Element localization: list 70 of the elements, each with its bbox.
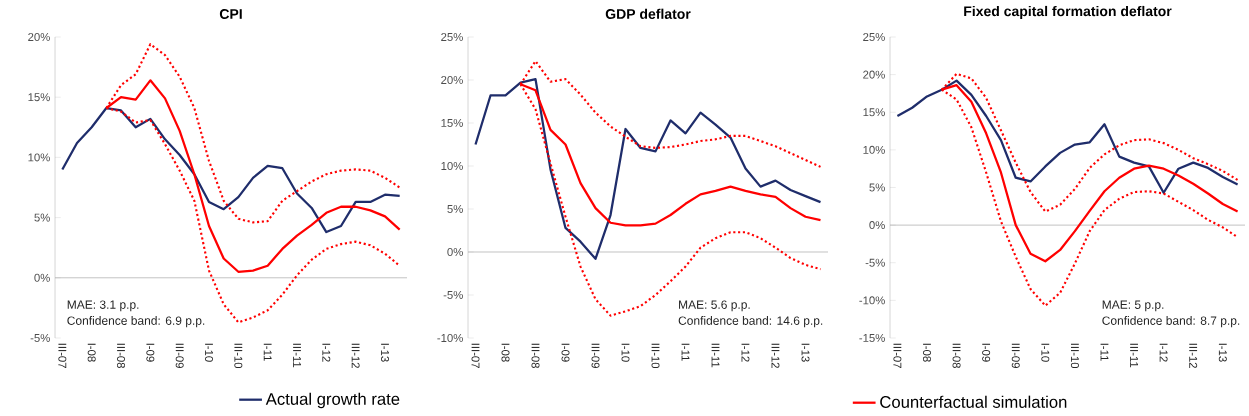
annotation: MAE: 5 p.p. xyxy=(1102,300,1164,312)
y-tick-label: -5% xyxy=(30,334,50,342)
x-tick-label: III-12 xyxy=(351,343,360,368)
chart-title: CPI xyxy=(219,9,242,19)
y-tick-label: 15% xyxy=(441,119,463,127)
x-tick-label: III-10 xyxy=(651,343,660,369)
x-tick-label: I-12 xyxy=(741,343,750,362)
y-tick-label: -15% xyxy=(859,334,885,342)
annotation: MAE: 3.1 p.p. xyxy=(67,300,139,312)
x-tick-label: III-09 xyxy=(591,343,600,368)
x-tick-label: I-11 xyxy=(1100,343,1109,361)
x-tick-label: III-09 xyxy=(175,343,184,368)
x-tick-label: III-07 xyxy=(471,343,480,368)
x-tick-label: I-12 xyxy=(322,343,331,362)
y-tick-label: 10% xyxy=(28,153,50,162)
y-tick-label: 20% xyxy=(863,70,885,79)
x-tick-label: I-09 xyxy=(982,343,991,362)
x-tick-label: I-09 xyxy=(146,343,155,362)
y-tick-label: -5% xyxy=(443,291,463,299)
x-tick-label: III-11 xyxy=(1130,343,1138,368)
y-tick-label: 15% xyxy=(28,93,50,102)
y-tick-label: 0% xyxy=(447,247,463,256)
annotation: Confidence band: 8.7 p.p. xyxy=(1102,316,1240,328)
y-tick-label: 25% xyxy=(441,32,463,41)
x-tick-label: III-09 xyxy=(1011,343,1020,368)
x-tick-label: I-11 xyxy=(263,343,272,361)
x-tick-label: I-13 xyxy=(801,343,810,362)
annotation: MAE: 5.6 p.p. xyxy=(679,300,750,312)
x-tick-label: I-10 xyxy=(621,343,630,362)
annotation: Confidence band: 6.9 p.p. xyxy=(67,316,205,328)
y-tick-label: 5% xyxy=(447,205,463,213)
x-tick-label: III-11 xyxy=(711,343,720,368)
x-tick-label: III-07 xyxy=(58,343,67,368)
y-tick-label: 15% xyxy=(863,108,885,117)
y-tick-label: -10% xyxy=(437,333,463,342)
y-tick-label: 25% xyxy=(863,32,885,41)
y-tick-label: 20% xyxy=(28,32,50,41)
y-tick-label: 5% xyxy=(34,213,50,222)
y-tick-label: 10% xyxy=(863,145,885,154)
x-tick-label: III-08 xyxy=(117,343,126,369)
x-tick-label: III-12 xyxy=(1189,343,1198,368)
x-tick-label: I-13 xyxy=(381,343,390,362)
legend-label: Actual growth rate xyxy=(265,392,400,409)
x-tick-label: III-10 xyxy=(234,343,243,369)
x-tick-label: I-09 xyxy=(561,343,570,362)
x-tick-label: III-10 xyxy=(1070,343,1079,369)
x-tick-label: I-08 xyxy=(922,343,931,362)
x-tick-label: I-12 xyxy=(1159,343,1168,362)
x-tick-label: III-12 xyxy=(771,343,780,368)
x-tick-label: I-10 xyxy=(205,343,214,362)
x-tick-label: I-08 xyxy=(87,343,96,362)
x-tick-label: I-08 xyxy=(501,343,510,362)
chart-title: Fixed capital formation deflator xyxy=(964,5,1172,19)
x-tick-label: III-11 xyxy=(293,343,301,368)
x-tick-label: I-13 xyxy=(1218,343,1227,362)
x-tick-label: III-07 xyxy=(893,343,902,368)
y-tick-label: -10% xyxy=(859,296,885,305)
y-tick-label: 0% xyxy=(869,221,885,230)
y-tick-label: -5% xyxy=(865,258,885,267)
x-tick-label: I-11 xyxy=(681,343,690,361)
y-tick-label: 5% xyxy=(869,183,885,192)
x-tick-label: I-10 xyxy=(1041,343,1050,362)
y-tick-label: 0% xyxy=(34,273,50,282)
annotation: Confidence band: 14.6 p.p. xyxy=(678,316,823,328)
x-tick-label: III-08 xyxy=(531,343,540,369)
y-tick-label: 20% xyxy=(441,75,463,84)
y-tick-label: 10% xyxy=(441,161,463,170)
chart-title: GDP deflator xyxy=(605,8,691,19)
legend-label: Counterfactual simulation xyxy=(880,395,1067,408)
x-tick-label: III-08 xyxy=(952,343,961,369)
